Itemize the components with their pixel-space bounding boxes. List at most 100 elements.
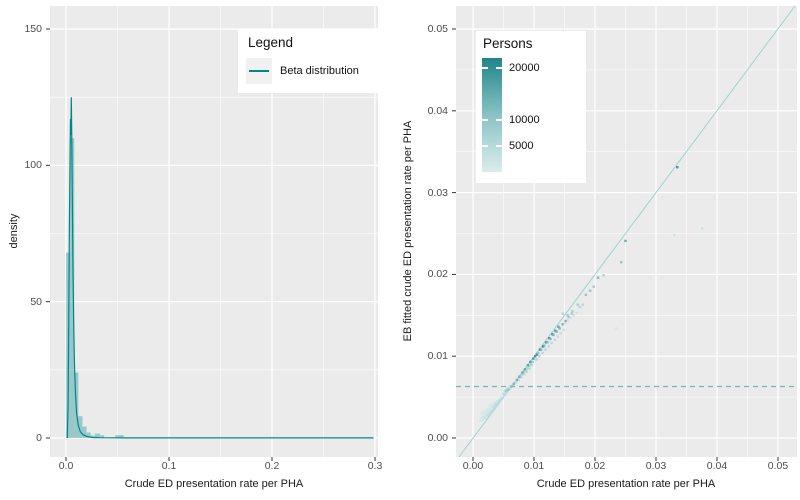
scatter-point (483, 411, 486, 414)
scatter-point (575, 311, 578, 315)
scatter-point (496, 401, 500, 405)
scatter-point (540, 348, 543, 351)
scatter-point (480, 417, 484, 420)
scatter-point (556, 335, 559, 338)
scatter-point (602, 274, 605, 277)
scatter-point (506, 386, 509, 390)
scatter-point (550, 341, 553, 345)
line-sample-icon (249, 70, 269, 72)
scatter-point (520, 373, 523, 377)
scatter-point (479, 419, 482, 423)
histogram-bar (94, 433, 100, 438)
scatter-point (490, 402, 494, 405)
scatter-point (576, 303, 580, 306)
colorbar-tick (496, 67, 502, 70)
scatter-point (566, 314, 569, 317)
scatter-point (493, 404, 497, 408)
colorbar-tick-label: 20000 (509, 62, 540, 75)
scatter-point (498, 399, 502, 403)
scatter-point (481, 418, 484, 422)
scatter-point (544, 348, 547, 351)
scatter-point (502, 394, 506, 397)
histogram-bar (99, 435, 105, 438)
scatter-point (588, 289, 592, 292)
colorbar-tick-label: 5000 (509, 140, 534, 153)
scatter-point (493, 400, 496, 404)
scatter-point (624, 239, 627, 243)
scatter-point (615, 327, 618, 330)
scatter-point (483, 416, 486, 419)
scatter-point (555, 330, 558, 333)
scatter-point (620, 260, 623, 264)
legend-item-beta-distribution: Beta distribution (246, 58, 378, 84)
scatter-point (530, 363, 534, 367)
scatter-point (515, 378, 519, 382)
scatter-point (552, 333, 555, 337)
scatter-point (500, 397, 503, 400)
scatter-point (485, 407, 489, 410)
scatter-point (592, 285, 595, 288)
scatter-point (518, 375, 521, 378)
scatter-point (553, 338, 556, 342)
histogram-bar (115, 435, 124, 438)
colorbar-tick (496, 145, 502, 148)
scatter-point (490, 404, 494, 408)
legend-key-swatch (246, 58, 272, 84)
scatter-point (548, 337, 551, 340)
scatter-point (485, 414, 489, 418)
scatter-point (543, 344, 546, 347)
scatter-point (487, 413, 490, 417)
scatter-point (528, 367, 531, 370)
scatter-point (485, 409, 488, 413)
histogram-bar (86, 432, 91, 438)
colorbar-tick (482, 145, 488, 148)
scatter-point (510, 385, 513, 388)
scatter-point (491, 408, 494, 412)
scatter-point (562, 328, 566, 332)
histogram-bar (90, 435, 95, 438)
left-legend-title: Legend (248, 35, 294, 50)
scatter-point (532, 357, 535, 360)
scatter-point (507, 388, 510, 391)
colorbar-tick-label: 10000 (509, 114, 540, 127)
scatter-point (561, 323, 564, 326)
scatter-point (519, 376, 523, 379)
scatter-point (488, 412, 492, 415)
scatter-point (503, 390, 506, 393)
scatter-point (526, 367, 529, 370)
scatter-point (502, 392, 505, 396)
scatter-point (535, 358, 538, 361)
scatter-point (538, 348, 542, 351)
colorbar-tick (482, 67, 488, 70)
scatter-point (509, 385, 512, 388)
scatter-point (484, 413, 488, 417)
scatter-point (551, 332, 554, 336)
scatter-point (486, 412, 489, 415)
scatter-point (487, 408, 490, 411)
scatter-point (564, 319, 567, 323)
scatter-point (531, 360, 534, 364)
scatter-point (569, 316, 572, 319)
scatter-point (538, 355, 541, 358)
scatter-point (523, 368, 527, 371)
scatter-point (534, 355, 537, 358)
scatter-point (581, 303, 584, 306)
scatter-point (673, 233, 676, 237)
scatter-point (596, 276, 600, 279)
scatter-point (494, 401, 497, 405)
scatter-point (492, 405, 495, 409)
scatter-point (494, 403, 497, 406)
scatter-point (561, 312, 564, 315)
scatter-point (545, 341, 548, 344)
histogram-bar (70, 138, 75, 439)
scatter-point (493, 407, 496, 410)
right-legend: Persons 20000 10000 5000 (476, 31, 586, 183)
scatter-point (524, 369, 527, 373)
scatter-point (488, 404, 491, 407)
scatter-point (578, 305, 581, 309)
scatter-point (522, 371, 525, 374)
scatter-point (546, 341, 549, 344)
scatter-point (492, 403, 495, 406)
scatter-point (547, 345, 550, 348)
